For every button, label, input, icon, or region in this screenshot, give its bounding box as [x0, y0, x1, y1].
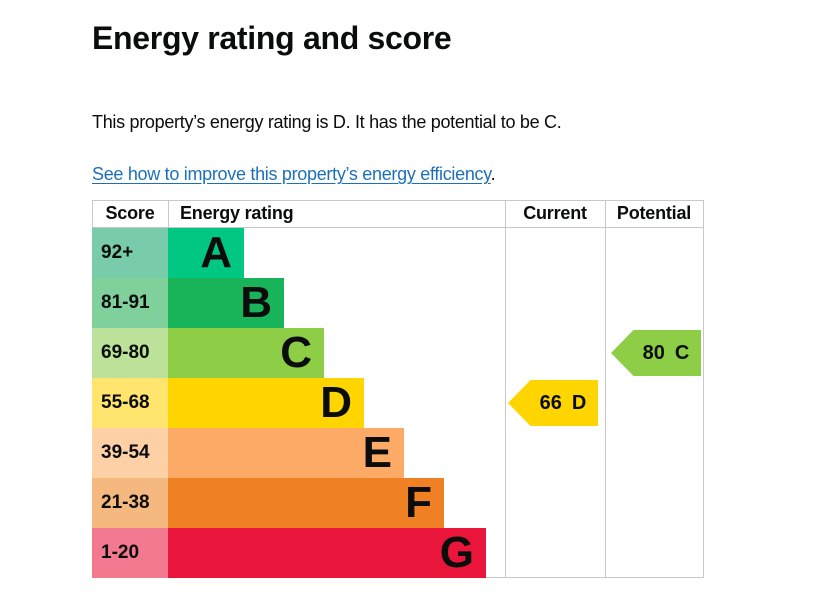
- page-title: Energy rating and score: [92, 20, 452, 56]
- grid-current-left-border: [505, 200, 506, 578]
- current-rating-value: 66: [539, 391, 562, 414]
- band-score-range-g: 1-20: [92, 528, 168, 578]
- band-row-a: 92+ A: [92, 228, 704, 278]
- column-header-score: Score: [105, 203, 155, 223]
- improve-link-line: See how to improve this property’s energ…: [92, 164, 496, 185]
- band-row-e: 39-54 E: [92, 428, 704, 478]
- epc-rating-chart: Score Energy rating Current Potential 92…: [92, 200, 704, 578]
- band-row-b: 81-91 B: [92, 278, 704, 328]
- band-bar-d: D: [168, 378, 364, 428]
- current-rating-band: D: [571, 391, 587, 414]
- band-row-f: 21-38 F: [92, 478, 704, 528]
- band-bar-a: A: [168, 228, 244, 278]
- band-bar-c: C: [168, 328, 324, 378]
- grid-header-divider: [92, 227, 704, 228]
- band-bar-b: B: [168, 278, 284, 328]
- band-row-c: 69-80 C: [92, 328, 704, 378]
- band-score-range-c: 69-80: [92, 328, 168, 378]
- band-row-g: 1-20 G: [92, 528, 704, 578]
- column-header-current: Current: [523, 203, 587, 223]
- grid-top-border: [92, 200, 704, 201]
- potential-rating-value: 80: [642, 341, 665, 364]
- link-suffix-period: .: [490, 164, 496, 184]
- grid-score-divider: [168, 200, 169, 227]
- band-bar-f: F: [168, 478, 444, 528]
- band-score-range-b: 81-91: [92, 278, 168, 328]
- band-letter-g: G: [439, 528, 474, 577]
- improve-efficiency-link[interactable]: See how to improve this property’s energ…: [92, 164, 491, 184]
- current-rating-label: 66 D: [540, 392, 587, 415]
- column-header-energy-rating: Energy rating: [180, 203, 294, 223]
- potential-rating-band: C: [674, 341, 690, 364]
- band-letter-a: A: [200, 228, 232, 277]
- rating-summary-text: This property’s energy rating is D. It h…: [92, 112, 562, 132]
- band-bar-e: E: [168, 428, 404, 478]
- band-bar-g: G: [168, 528, 486, 578]
- band-letter-f: F: [405, 478, 432, 527]
- rating-bands: 92+ A 81-91 B 69-80 C 55-68 D 39-54 E 21-38 F 1-20 G: [92, 228, 704, 578]
- grid-right-border: [703, 200, 704, 578]
- band-letter-e: E: [362, 428, 392, 477]
- band-letter-c: C: [280, 328, 312, 377]
- band-row-d: 55-68 D: [92, 378, 704, 428]
- band-score-range-a: 92+: [92, 228, 168, 278]
- potential-rating-label: 80 C: [643, 342, 690, 365]
- band-letter-b: B: [240, 278, 272, 327]
- grid-potential-left-border: [605, 200, 606, 578]
- band-letter-d: D: [320, 378, 352, 427]
- band-score-range-d: 55-68: [92, 378, 168, 428]
- column-header-potential: Potential: [616, 203, 692, 223]
- band-score-range-e: 39-54: [92, 428, 168, 478]
- grid-header-left-border: [92, 200, 93, 227]
- band-score-range-f: 21-38: [92, 478, 168, 528]
